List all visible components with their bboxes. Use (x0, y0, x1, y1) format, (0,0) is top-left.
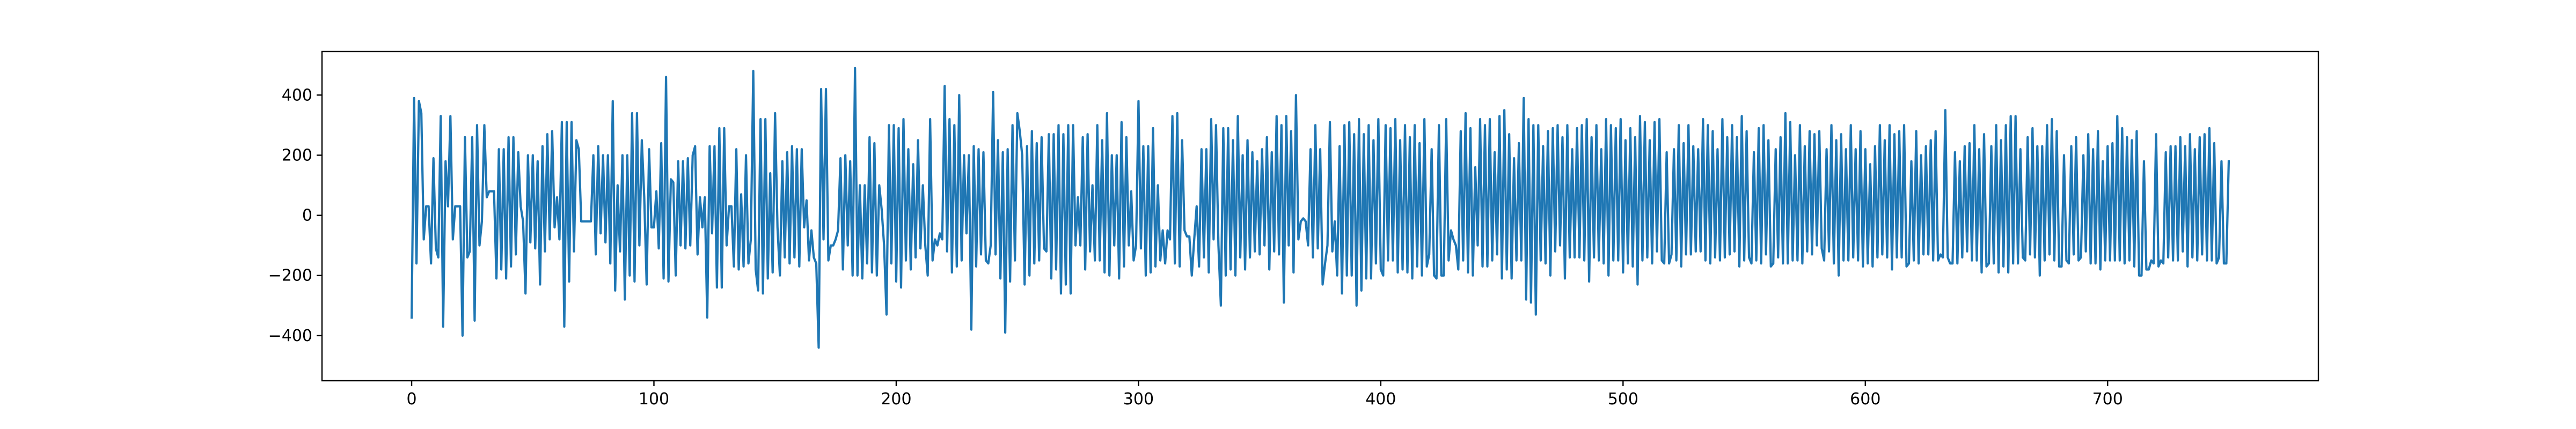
x-tick-label: 300 (1123, 390, 1154, 409)
y-tick-label: −200 (268, 267, 312, 285)
axes-frame (321, 50, 2319, 382)
y-tick-label: 200 (282, 146, 312, 165)
x-tick-label: 400 (1365, 390, 1396, 409)
x-tick-label: 500 (1608, 390, 1638, 409)
x-tick-label: 600 (1850, 390, 1880, 409)
plot-area (410, 66, 2230, 349)
y-tick-label: 0 (302, 206, 312, 225)
x-tick-label: 100 (639, 390, 669, 409)
y-tick-label: −400 (268, 327, 312, 345)
x-tick-label: 200 (881, 390, 911, 409)
series-line-0 (410, 66, 2230, 349)
x-tick-label: 0 (406, 390, 416, 409)
y-tick-label: 400 (282, 86, 312, 105)
axes: 0 100 200 300 400 500 600 700 −400 −200 0 200 400 (268, 50, 2319, 409)
x-tick-label: 700 (2092, 390, 2123, 409)
